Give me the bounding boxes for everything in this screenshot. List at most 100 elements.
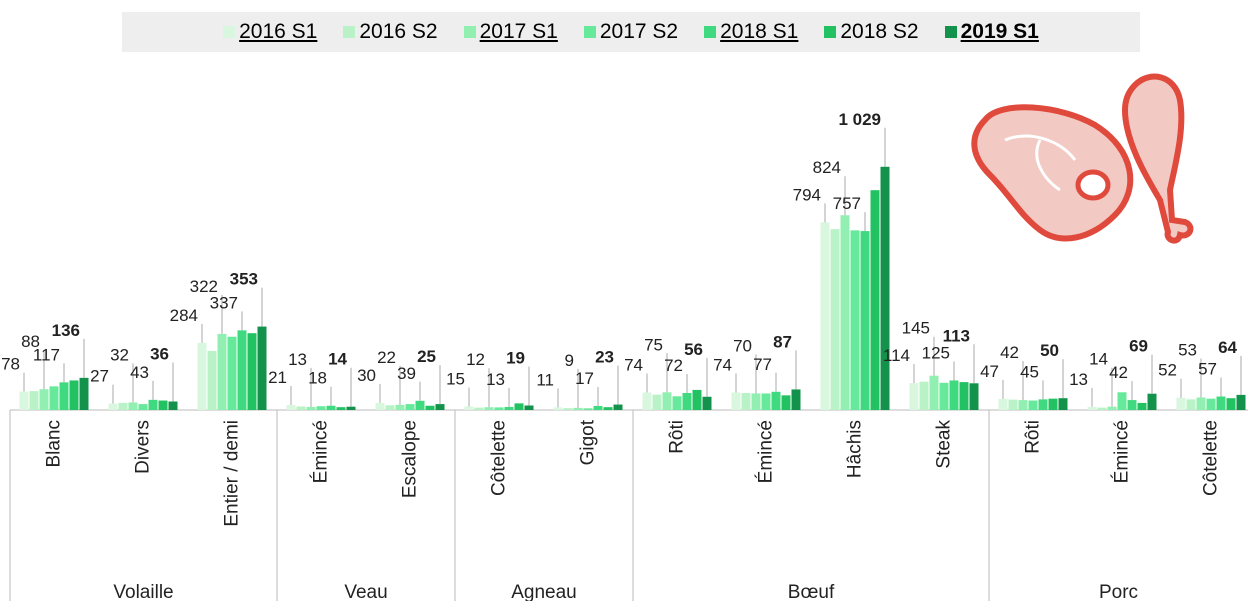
value-label: 56 xyxy=(684,340,703,359)
bar xyxy=(396,405,405,410)
value-label: 284 xyxy=(170,306,198,325)
bar xyxy=(1237,395,1246,410)
group-label: Porc xyxy=(1099,582,1138,601)
bar xyxy=(139,404,148,410)
category-label: Émincé xyxy=(311,420,332,483)
bar xyxy=(327,406,336,410)
value-label: 14 xyxy=(328,350,347,369)
value-label: 1 029 xyxy=(838,110,881,129)
bar xyxy=(119,403,128,410)
bar xyxy=(614,405,623,410)
value-label: 45 xyxy=(1020,362,1039,381)
bar xyxy=(663,392,672,410)
bar xyxy=(426,406,435,410)
page: 2016 S12016 S22017 S12017 S22018 S12018 … xyxy=(0,0,1248,601)
bar xyxy=(248,333,257,410)
value-label: 13 xyxy=(1069,370,1088,389)
bar xyxy=(871,190,880,410)
bar xyxy=(159,401,168,410)
category-label: Côtelette xyxy=(489,420,510,496)
value-label: 39 xyxy=(397,364,416,383)
bar xyxy=(525,406,534,410)
bar xyxy=(386,405,395,410)
value-label: 87 xyxy=(773,332,792,351)
value-label: 13 xyxy=(288,350,307,369)
bar xyxy=(287,405,296,410)
bar xyxy=(792,389,801,410)
bar xyxy=(881,167,890,410)
bar xyxy=(218,334,227,410)
bar xyxy=(198,343,207,410)
value-label: 18 xyxy=(308,369,327,388)
bar xyxy=(930,376,939,410)
value-label: 74 xyxy=(624,356,643,375)
value-label: 25 xyxy=(417,347,436,366)
bar xyxy=(1049,399,1058,410)
bar xyxy=(584,408,593,410)
bar xyxy=(109,404,118,410)
bar xyxy=(831,229,840,410)
value-label: 69 xyxy=(1129,337,1148,356)
value-label: 47 xyxy=(980,362,999,381)
bar xyxy=(683,393,692,410)
bar xyxy=(347,407,356,410)
bar xyxy=(970,383,979,410)
value-label: 125 xyxy=(922,343,950,362)
bar xyxy=(841,215,850,410)
bar xyxy=(416,401,425,410)
bar xyxy=(485,407,494,410)
group-label: Bœuf xyxy=(788,582,835,601)
bar xyxy=(228,337,237,410)
category-label: Côtelette xyxy=(1201,420,1222,496)
bar xyxy=(1088,407,1097,410)
group-label: Agneau xyxy=(511,582,577,601)
category-label: Blanc xyxy=(44,420,65,468)
bar xyxy=(406,404,415,410)
value-label: 15 xyxy=(446,369,465,388)
bar xyxy=(594,406,603,410)
bar xyxy=(762,393,771,410)
value-label: 32 xyxy=(110,345,129,364)
value-label: 70 xyxy=(733,336,752,355)
bar xyxy=(505,407,514,410)
value-label: 757 xyxy=(833,194,861,213)
bar xyxy=(169,401,178,410)
bar xyxy=(940,383,949,410)
bar xyxy=(950,380,959,410)
value-label: 17 xyxy=(575,369,594,388)
category-label: Rôti xyxy=(667,420,688,454)
category-label: Divers xyxy=(133,420,154,474)
bar xyxy=(1108,407,1117,410)
category-label: Émincé xyxy=(756,420,777,483)
bar xyxy=(515,403,524,410)
value-label: 337 xyxy=(210,293,238,312)
bar xyxy=(742,393,751,410)
value-label: 136 xyxy=(52,321,80,340)
bar xyxy=(50,386,59,410)
bar xyxy=(673,396,682,410)
bar xyxy=(1059,398,1068,410)
group-label: Volaille xyxy=(113,582,173,601)
bar xyxy=(475,408,484,410)
bar xyxy=(1128,400,1137,410)
value-label: 12 xyxy=(466,350,485,369)
category-label: Steak xyxy=(934,420,955,469)
bar xyxy=(149,400,158,410)
bar xyxy=(40,389,49,410)
value-label: 114 xyxy=(883,346,910,365)
value-label: 53 xyxy=(1178,340,1197,359)
value-label: 30 xyxy=(357,366,376,385)
bar xyxy=(30,391,39,410)
bar xyxy=(1009,400,1018,410)
bar xyxy=(258,327,267,410)
bar xyxy=(643,393,652,410)
value-label: 794 xyxy=(793,185,821,204)
bar xyxy=(317,406,326,410)
bar xyxy=(1019,400,1028,410)
value-label: 14 xyxy=(1089,350,1108,369)
bar xyxy=(60,382,69,410)
value-label: 353 xyxy=(230,270,258,289)
category-label: Rôti xyxy=(1023,420,1044,454)
value-label: 42 xyxy=(1109,363,1128,382)
bar xyxy=(495,407,504,410)
